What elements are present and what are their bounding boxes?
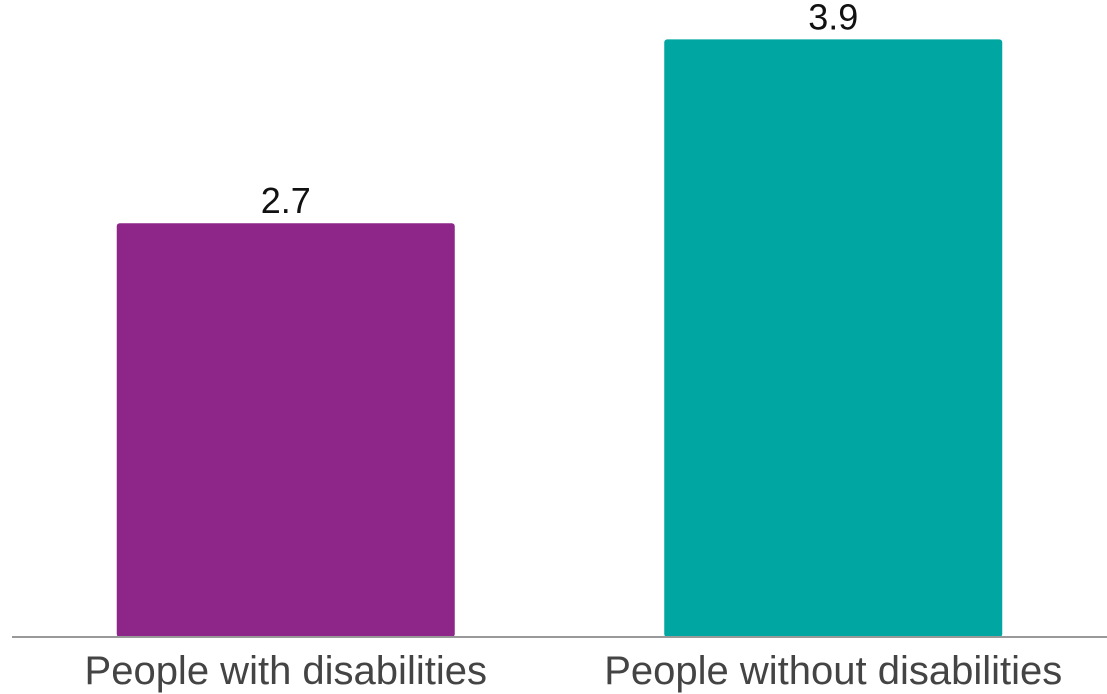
- data-label-1: 3.9: [808, 0, 858, 37]
- category-label-0: People with disabilities: [85, 649, 487, 693]
- data-label-0: 2.7: [261, 180, 311, 221]
- category-label-1: People without disabilities: [604, 649, 1062, 693]
- bar-0: [117, 223, 455, 637]
- bar-1: [664, 39, 1002, 637]
- bars-group: [117, 39, 1003, 637]
- category-labels-group: People with disabilities People without d…: [85, 649, 1063, 693]
